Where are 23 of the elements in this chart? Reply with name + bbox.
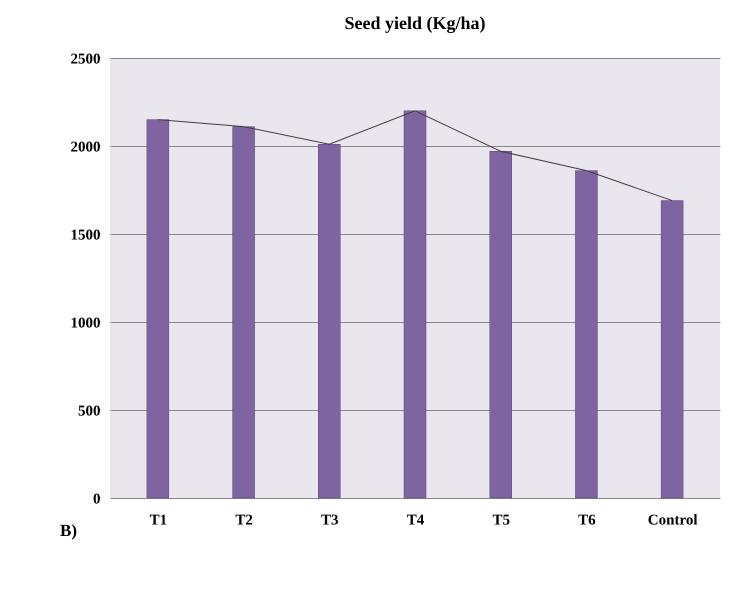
bar	[660, 200, 684, 498]
x-tick-label: T2	[235, 512, 253, 528]
x-tick-label: T3	[321, 512, 339, 528]
bar	[489, 151, 512, 498]
y-tick-label: 1000	[70, 316, 100, 332]
x-tick-label: T4	[406, 512, 425, 528]
y-tick-label: 0	[93, 492, 100, 508]
x-tick-label: Control	[648, 512, 698, 528]
y-tick-label: 2000	[70, 140, 100, 156]
y-tick-label: 500	[78, 404, 100, 420]
bar	[146, 119, 170, 498]
bar	[404, 110, 426, 498]
chart-title: Seed yield (Kg/ha)	[344, 13, 486, 33]
x-tick-label: T5	[492, 512, 510, 528]
line-series	[157, 110, 673, 202]
text: B)	[60, 521, 77, 540]
bar	[575, 170, 598, 498]
x-tick-label: T6	[578, 512, 596, 528]
x-tick-label: T1	[150, 512, 168, 528]
bar	[232, 126, 255, 498]
y-tick-label: 1500	[70, 228, 100, 244]
bar	[318, 144, 341, 498]
y-tick-label: 2500	[70, 52, 100, 68]
